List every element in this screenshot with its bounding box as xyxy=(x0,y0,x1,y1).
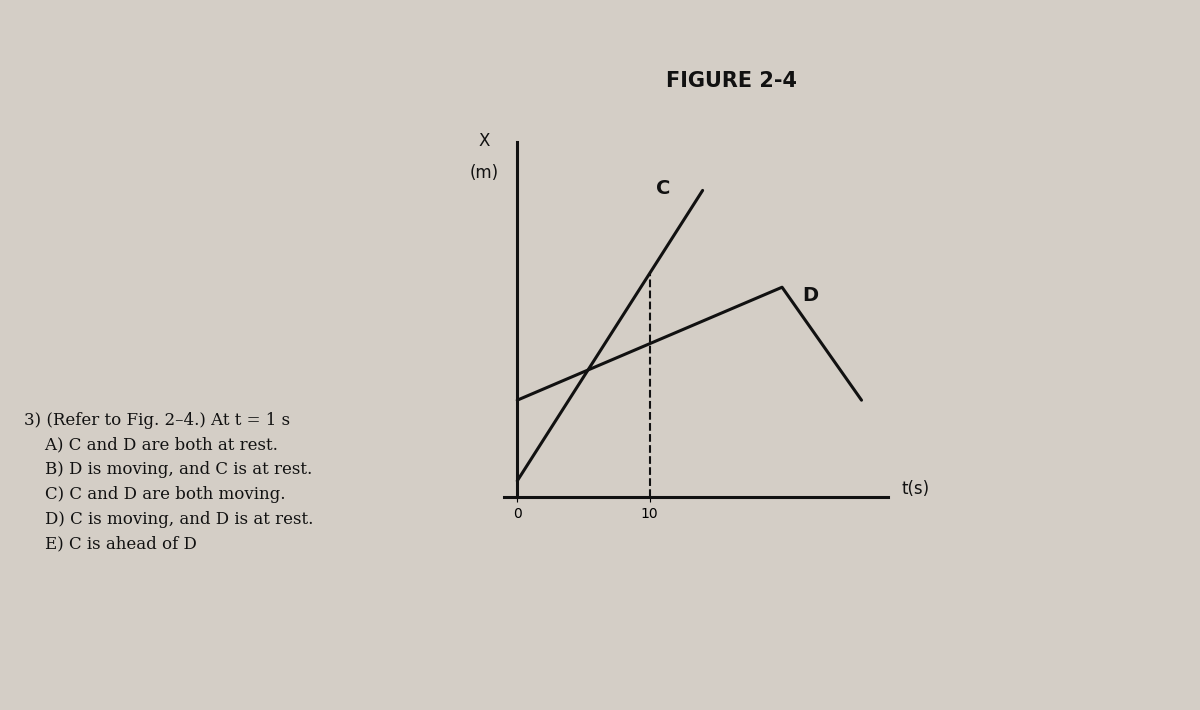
Text: (m): (m) xyxy=(469,164,499,182)
Text: FIGURE 2-4: FIGURE 2-4 xyxy=(666,71,798,91)
Text: X: X xyxy=(479,132,490,150)
Text: t(s): t(s) xyxy=(901,480,929,498)
Text: D: D xyxy=(802,286,818,305)
Text: 3) (Refer to Fig. 2–4.) At t = 1 s
    A) C and D are both at rest.
    B) D is : 3) (Refer to Fig. 2–4.) At t = 1 s A) C … xyxy=(24,412,313,553)
Text: C: C xyxy=(656,180,671,199)
